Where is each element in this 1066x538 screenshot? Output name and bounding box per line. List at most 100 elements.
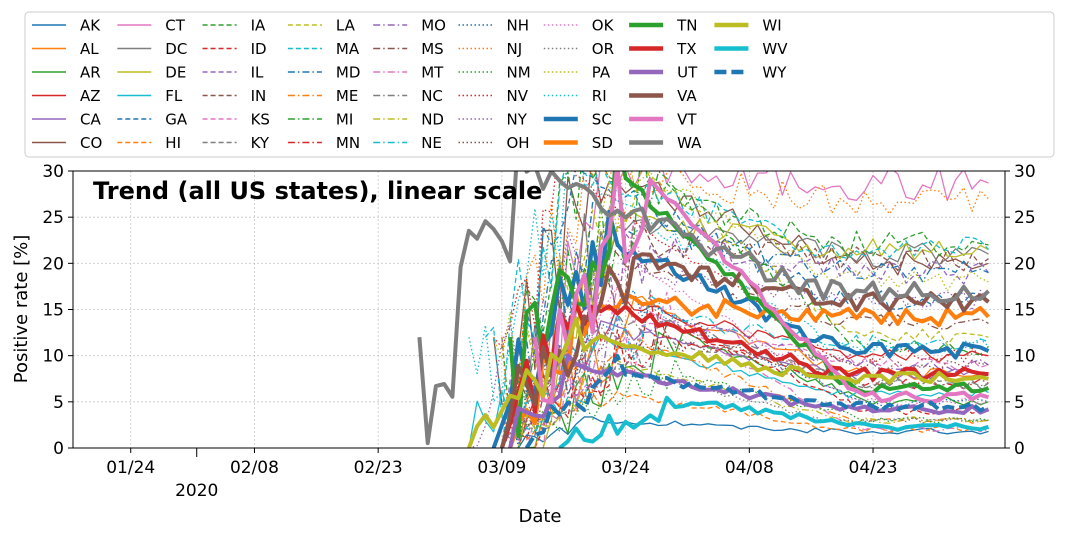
legend-label-WA: WA	[677, 134, 702, 152]
y-tick-label-right: 20	[1014, 254, 1036, 274]
legend-label-NE: NE	[421, 134, 442, 152]
legend-label-MI: MI	[336, 111, 353, 129]
legend-label-CA: CA	[80, 111, 101, 129]
series-line-WA	[417, 171, 990, 446]
y-tick-label: 25	[42, 208, 64, 228]
legend-label-KY: KY	[251, 134, 270, 152]
x-tick-label: 03/09	[477, 458, 526, 478]
legend-label-WY: WY	[762, 64, 787, 82]
legend-label-TX: TX	[676, 40, 696, 58]
legend-label-AK: AK	[80, 17, 101, 35]
legend-label-MS: MS	[421, 40, 443, 58]
series-line-DE	[542, 212, 989, 448]
series-line-MO	[509, 317, 989, 448]
legend-label-AL: AL	[80, 40, 99, 58]
x-tick-label: 03/24	[601, 458, 650, 478]
legend-label-MT: MT	[421, 64, 444, 82]
legend-label-SC: SC	[592, 111, 612, 129]
legend: AK AL AR AZ CA CO CT DC DE FL GA HI IA ID IL IN KS KY LA MA…	[24, 11, 1055, 158]
y-tick-label-right: 25	[1014, 208, 1036, 228]
series-line-NM	[517, 358, 989, 448]
legend-label-VT: VT	[677, 111, 697, 129]
legend-label-AZ: AZ	[80, 87, 101, 105]
legend-label-MN: MN	[336, 134, 360, 152]
series-line-CO	[492, 171, 989, 405]
legend-label-WV: WV	[762, 40, 788, 58]
legend-label-OK: OK	[592, 17, 615, 35]
series-line-UT	[508, 353, 990, 448]
legend-label-MA: MA	[336, 40, 360, 58]
x-tick-label: 02/23	[354, 458, 403, 478]
series-line-CT	[534, 171, 989, 400]
chart-title: Trend (all US states), linear scale	[93, 177, 542, 205]
y-tick-label: 10	[42, 347, 64, 367]
series-line-HI	[509, 390, 989, 448]
legend-label-SD: SD	[592, 134, 613, 152]
legend-label-NJ: NJ	[507, 40, 523, 58]
legend-label-ND: ND	[421, 111, 444, 129]
series-line-AZ	[517, 298, 989, 448]
legend-label-IA: IA	[251, 17, 266, 35]
series-line-AK	[517, 416, 989, 448]
series-line-AR	[526, 330, 989, 448]
y-tick-label: 20	[42, 254, 64, 274]
legend-label-NM: NM	[507, 64, 531, 82]
series-line-MI	[517, 171, 989, 398]
x-axis-label: Date	[518, 506, 561, 527]
y-axis-label: Positive rate [%]	[11, 235, 32, 384]
x-year-label: 2020	[175, 481, 218, 501]
legend-label-FL: FL	[165, 87, 183, 105]
x-tick-label: 04/08	[725, 458, 774, 478]
series-line-WV	[558, 395, 990, 448]
legend-label-IN: IN	[251, 87, 267, 105]
x-tick-label: 04/23	[849, 458, 898, 478]
legend-label-OH: OH	[507, 134, 530, 152]
series-line-MN	[501, 312, 989, 448]
y-tick-label-right: 10	[1014, 347, 1036, 367]
y-tick-label: 0	[53, 439, 64, 459]
legend-label-IL: IL	[251, 64, 264, 82]
series-line-IA	[501, 171, 989, 425]
series-line-MA	[484, 171, 989, 419]
legend-label-ME: ME	[336, 87, 358, 105]
legend-label-GA: GA	[165, 111, 188, 129]
legend-label-MD: MD	[336, 64, 361, 82]
legend-label-TN: TN	[676, 17, 697, 35]
legend-label-DC: DC	[165, 40, 187, 58]
series-line-IN	[509, 220, 989, 448]
series-line-VT	[532, 171, 990, 405]
y-tick-label: 30	[42, 162, 64, 182]
series-line-GA	[509, 171, 989, 413]
legend-label-MO: MO	[421, 17, 446, 35]
y-tick-label-right: 30	[1014, 162, 1036, 182]
legend-label-LA: LA	[336, 17, 356, 35]
series-line-NV	[493, 171, 989, 364]
y-tick-label-right: 15	[1014, 301, 1036, 321]
y-tick-label: 5	[53, 393, 64, 413]
legend-label-RI: RI	[592, 87, 607, 105]
legend-label-AR: AR	[80, 64, 101, 82]
legend-label-NH: NH	[507, 17, 530, 35]
legend-label-HI: HI	[165, 134, 181, 152]
legend-label-WI: WI	[762, 17, 781, 35]
legend-label-ID: ID	[251, 40, 267, 58]
series-line-OR	[501, 343, 989, 448]
y-tick-label: 15	[42, 301, 64, 321]
series-line-SC	[491, 209, 990, 448]
series-line-TN	[508, 171, 990, 439]
legend-label-CO: CO	[80, 134, 102, 152]
legend-label-UT: UT	[677, 64, 698, 82]
legend-label-PA: PA	[592, 64, 611, 82]
y-tick-label-right: 0	[1014, 439, 1025, 459]
legend-label-DE: DE	[165, 64, 186, 82]
legend-frame	[24, 11, 1055, 158]
legend-label-OR: OR	[592, 40, 614, 58]
series-line-WI	[467, 317, 989, 448]
legend-label-NC: NC	[421, 87, 443, 105]
legend-label-CT: CT	[165, 17, 185, 35]
series-layer	[417, 171, 990, 448]
y-tick-label-right: 5	[1014, 393, 1025, 413]
x-tick-label: 02/08	[230, 458, 279, 478]
